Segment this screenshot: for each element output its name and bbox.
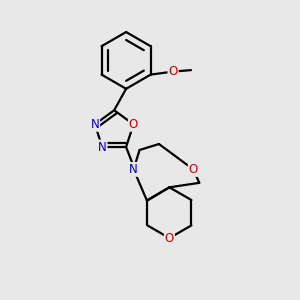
Text: O: O (129, 118, 138, 131)
Text: O: O (168, 65, 178, 78)
Text: O: O (165, 232, 174, 244)
Text: N: N (129, 163, 138, 176)
Text: O: O (189, 163, 198, 176)
Text: N: N (98, 140, 106, 154)
Text: N: N (91, 118, 99, 131)
